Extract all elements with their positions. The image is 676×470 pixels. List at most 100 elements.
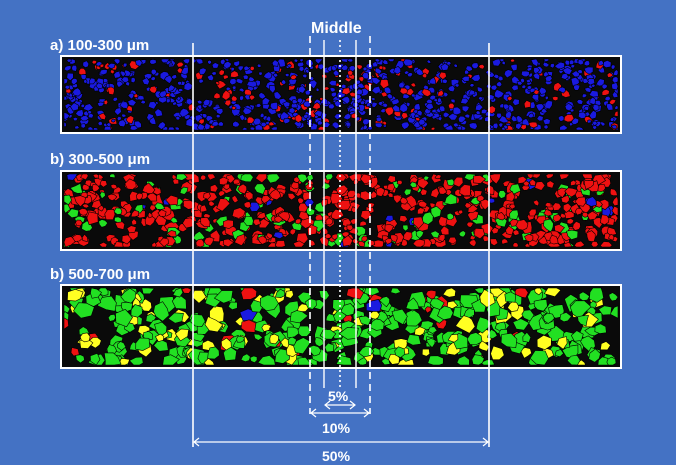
particle-grain (202, 113, 208, 119)
particle-grain (99, 180, 108, 188)
particle-grain (91, 59, 98, 65)
particle-grain (563, 114, 575, 123)
particle-grain (554, 224, 565, 233)
particle-grain (207, 346, 220, 360)
particle-grain (202, 98, 211, 107)
particle-grain (293, 176, 300, 183)
particle-grain (175, 173, 188, 181)
particle-grain (442, 287, 457, 298)
particle-grain (66, 208, 80, 219)
particle-grain (551, 96, 559, 102)
particle-grain (203, 236, 215, 247)
particle-grain (608, 233, 615, 241)
particle-grain (526, 85, 533, 90)
particle-grain (99, 191, 106, 200)
particle-grain (378, 296, 390, 308)
particle-grain (390, 287, 402, 295)
particle-grain (542, 118, 551, 125)
particle-grain (611, 205, 619, 216)
particle-grain (255, 173, 268, 184)
particle-grain (260, 195, 272, 204)
particle-grain (504, 291, 517, 303)
particle-grain (578, 291, 590, 302)
particle-grain (391, 98, 400, 106)
particle-grain (401, 112, 409, 120)
particle-grain (564, 59, 571, 66)
particle-grain (384, 223, 394, 234)
particle-grain (479, 289, 496, 308)
particle-grain (533, 89, 540, 95)
particle-grain (471, 354, 485, 366)
particle-grain (249, 66, 255, 72)
particle-grain (494, 89, 505, 99)
particle-grain (235, 78, 244, 85)
particle-grain (89, 352, 101, 366)
particle-grain (446, 61, 452, 66)
particle-grain (544, 95, 549, 101)
particle-grain (91, 184, 100, 193)
particle-grain (351, 96, 357, 102)
particle-grain (437, 89, 445, 97)
particle-grain (273, 91, 282, 100)
particle-grain (154, 321, 168, 338)
particle-grain (588, 348, 601, 363)
particle-grain (242, 74, 249, 80)
particle-grain (583, 60, 591, 67)
particle-grain (256, 102, 262, 108)
particle-grain (170, 74, 178, 80)
particle-grain (233, 60, 240, 67)
particle-grain (598, 59, 604, 66)
particle-grain (98, 241, 108, 248)
particle-grain (359, 220, 368, 227)
particle-grain (520, 70, 530, 78)
particle-grain (128, 356, 144, 366)
particle-grain (586, 119, 592, 124)
particle-grain (426, 59, 432, 64)
particle-grain (81, 233, 88, 242)
particle-grain (424, 102, 434, 111)
particle-grain (361, 72, 370, 80)
particle-grain (489, 173, 502, 185)
particle-grain (377, 100, 384, 107)
particle-grain (469, 83, 475, 88)
particle-grain (576, 99, 584, 105)
particle-grain (430, 126, 436, 131)
particle-grain (510, 63, 518, 72)
particle-grain (528, 208, 537, 217)
particle-grain (519, 124, 527, 131)
particle-grain (417, 207, 426, 215)
particle-grain (95, 61, 103, 67)
particle-grain (453, 176, 464, 188)
particle-grain (253, 333, 264, 341)
particle-grain (237, 65, 245, 72)
particle-grain (498, 122, 504, 129)
particle-grain (74, 125, 80, 130)
particle-grain (594, 323, 607, 334)
particle-grain (549, 234, 559, 245)
particle-grain (573, 84, 581, 91)
particle-grain (608, 292, 619, 302)
particle-grain (63, 194, 73, 206)
particle-grain (293, 58, 299, 63)
particle-grain (378, 65, 384, 70)
particle-grain (106, 62, 116, 69)
particle-grain (552, 213, 562, 223)
particle-grain (196, 104, 203, 110)
particle-grain (242, 107, 253, 115)
double-headed-arrow-icon (193, 437, 489, 447)
particle-grain (325, 217, 334, 226)
particle-grain (505, 110, 512, 119)
particle-grain (496, 112, 503, 120)
particle-grain (384, 238, 393, 245)
particle-grain (231, 207, 246, 219)
particle-grain (223, 60, 233, 69)
particle-grain (90, 199, 102, 209)
particle-grain (575, 126, 585, 131)
particle-grain (566, 229, 579, 240)
particle-grain (558, 173, 571, 180)
particle-grain (577, 69, 583, 75)
particle-grain (117, 119, 127, 128)
particle-grain (150, 68, 157, 76)
particle-grain (400, 121, 410, 130)
particle-grain (371, 85, 382, 95)
